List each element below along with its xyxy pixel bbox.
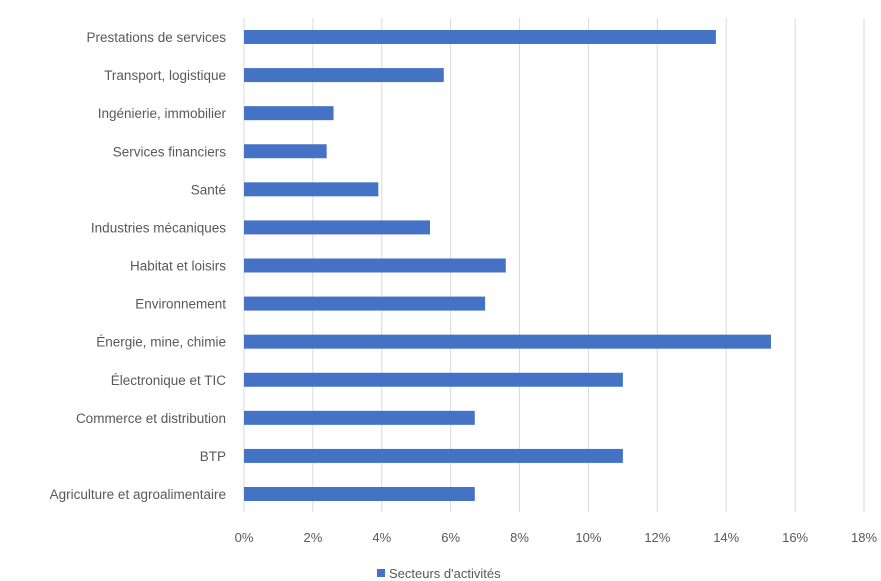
bar bbox=[244, 258, 506, 273]
x-tick-label: 18% bbox=[851, 530, 877, 545]
category-label: Industries mécaniques bbox=[91, 220, 226, 235]
category-label: Électronique et TIC bbox=[111, 373, 227, 388]
category-label: Agriculture et agroalimentaire bbox=[50, 487, 226, 502]
category-labels: Prestations de services Transport, logist… bbox=[50, 30, 227, 502]
bar bbox=[244, 144, 327, 159]
category-label: BTP bbox=[200, 449, 226, 464]
category-label: Santé bbox=[191, 182, 226, 197]
bar bbox=[244, 68, 444, 83]
bar bbox=[244, 410, 475, 425]
bar bbox=[244, 182, 379, 197]
category-label: Transport, logistique bbox=[104, 68, 226, 83]
category-label: Prestations de services bbox=[86, 30, 226, 45]
grid-lines bbox=[243, 18, 865, 512]
category-label: Services financiers bbox=[113, 144, 227, 159]
x-tick-label: 0% bbox=[235, 530, 254, 545]
bar bbox=[244, 30, 716, 44]
category-label: Habitat et loisirs bbox=[130, 259, 226, 274]
category-label: Environnement bbox=[135, 297, 226, 312]
legend: Secteurs d'activités bbox=[377, 566, 501, 581]
category-label: Énergie, mine, chimie bbox=[96, 335, 226, 350]
bar bbox=[244, 220, 430, 235]
bar bbox=[244, 372, 623, 387]
bar bbox=[244, 106, 334, 121]
bars bbox=[244, 30, 771, 501]
x-tick-label: 14% bbox=[713, 530, 739, 545]
bar bbox=[244, 448, 623, 463]
x-tick-label: 2% bbox=[303, 530, 322, 545]
category-label: Ingénierie, immobilier bbox=[98, 106, 227, 121]
x-axis-tick-labels: 0% 2% 4% 6% 8% 10% 12% 14% 16% 18% bbox=[235, 530, 878, 545]
category-label: Commerce et distribution bbox=[76, 411, 226, 426]
x-tick-label: 4% bbox=[372, 530, 391, 545]
bar bbox=[244, 487, 475, 501]
legend-swatch bbox=[377, 569, 385, 577]
x-tick-label: 6% bbox=[441, 530, 460, 545]
legend-label: Secteurs d'activités bbox=[389, 566, 501, 581]
bar bbox=[244, 334, 771, 349]
x-tick-label: 12% bbox=[644, 530, 670, 545]
x-tick-label: 10% bbox=[575, 530, 601, 545]
x-tick-label: 16% bbox=[782, 530, 808, 545]
x-tick-label: 8% bbox=[510, 530, 529, 545]
bar bbox=[244, 296, 486, 311]
